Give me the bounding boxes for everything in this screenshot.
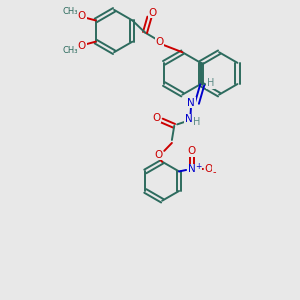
Text: -: -	[213, 167, 216, 177]
Text: O: O	[152, 112, 161, 123]
Text: O: O	[78, 41, 86, 51]
Text: N: N	[188, 164, 196, 174]
Text: N: N	[185, 114, 193, 124]
Text: CH₃: CH₃	[62, 46, 78, 55]
Text: CH₃: CH₃	[62, 8, 78, 16]
Text: O: O	[188, 146, 196, 156]
Text: O: O	[204, 164, 213, 174]
Text: O: O	[156, 37, 164, 47]
Text: +: +	[195, 162, 202, 171]
Text: H: H	[193, 117, 201, 127]
Text: O: O	[154, 150, 163, 160]
Text: O: O	[78, 11, 86, 21]
Text: H: H	[207, 79, 214, 88]
Text: O: O	[148, 8, 157, 18]
Text: N: N	[187, 98, 195, 108]
